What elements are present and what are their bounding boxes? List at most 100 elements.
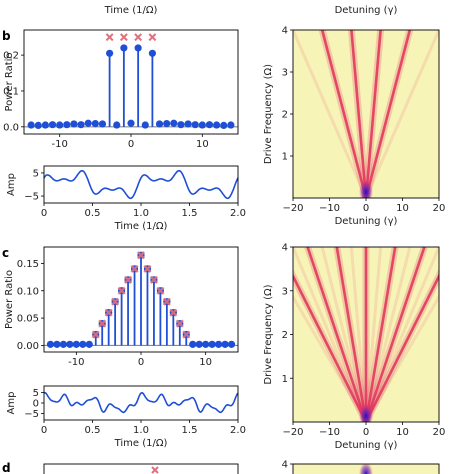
y-tick-label: 4 [282, 26, 288, 37]
heatmap-background [293, 30, 439, 198]
resonance-line [364, 30, 382, 198]
stem-marker [106, 49, 114, 57]
stem-marker [177, 121, 185, 129]
resonance-line [364, 247, 397, 422]
theory-marker [169, 308, 178, 317]
y-tick-label: 1 [282, 152, 288, 163]
resonance-line [293, 273, 368, 422]
stem-marker [127, 119, 135, 127]
heatmap-image [293, 247, 439, 422]
b-drive-chart: 0 0.5 1.0 1.5 2.0 5 −5 Time (1/Ω) Amp [6, 165, 246, 232]
stem-marker [66, 340, 74, 348]
theory-marker [143, 264, 152, 273]
theory-marker [104, 308, 113, 317]
x-tick-label: −10 [319, 203, 340, 214]
theory-marker [105, 33, 114, 42]
stem-marker [198, 121, 206, 129]
y-axis-label: Amp [6, 173, 17, 196]
stem-marker [120, 44, 128, 52]
y-tick-label: 2 [282, 110, 288, 121]
stem-marker [134, 44, 142, 52]
x-tick-label: 0 [138, 357, 144, 368]
stem-marker [189, 340, 197, 348]
x-axis-label: Time (1/Ω) [114, 438, 168, 449]
stem-marker [85, 340, 93, 348]
y-axis-label: Amp [6, 392, 17, 415]
x-tick-label: 1.0 [133, 425, 149, 436]
x-tick-label: 0 [363, 203, 369, 214]
stem-marker [48, 121, 57, 129]
stem-marker [70, 120, 78, 128]
stem-marker [56, 121, 64, 129]
y-tick-label: −5 [24, 192, 39, 203]
x-tick-label: 0 [363, 427, 369, 438]
stem-marker [191, 121, 199, 129]
stem-marker [184, 120, 192, 128]
y-tick-label: 0 [33, 399, 39, 410]
theory-marker [124, 275, 133, 284]
stem-marker [113, 121, 121, 129]
x-tick-label: 0 [41, 208, 47, 219]
stem-marker [63, 121, 71, 129]
stem-marker [53, 340, 61, 348]
resonance-line [364, 30, 412, 198]
x-tick-label: 10 [396, 427, 409, 438]
y-tick-label: 5 [33, 388, 39, 399]
faint-resonance-line [349, 247, 368, 422]
faint-resonance-line [320, 247, 368, 422]
x-axis-label: Detuning (γ) [335, 440, 398, 451]
x-tick-label: 1.5 [182, 208, 198, 219]
theory-marker [156, 286, 165, 295]
drive-waveform [43, 169, 239, 200]
stem-marker [46, 340, 55, 348]
y-tick-label: −5 [24, 409, 39, 420]
resonance-line [364, 273, 439, 422]
resonance-line [364, 247, 426, 422]
y-tick-label: 0.1 [3, 86, 19, 97]
stem-marker [84, 119, 92, 127]
theory-marker [119, 33, 128, 42]
stem-marker [72, 340, 80, 348]
stem-marker [170, 119, 178, 127]
heatmap-image [293, 30, 439, 198]
faint-resonance-line [364, 294, 439, 422]
resonance-line [306, 247, 368, 422]
y-tick-label: 2 [282, 330, 288, 341]
x-tick-label: −20 [282, 203, 303, 214]
y-axis-label: Power Ratio [4, 270, 15, 329]
theory-marker [162, 297, 171, 306]
y-axis-label: Drive Frequency (Ω) [263, 64, 274, 164]
b-heatmap-chart: −20 −10 0 10 20 1 2 3 4 Detuning (γ) Drive Frequen… [263, 26, 445, 228]
stem-marker [215, 340, 223, 348]
stem-marker [213, 121, 221, 129]
faint-resonance-line [364, 247, 439, 422]
theory-marker [136, 251, 146, 260]
y-tick-label: 3 [282, 68, 288, 79]
y-axis-label: Power Ratio [4, 52, 15, 111]
faint-resonance-line [364, 247, 412, 422]
theory-marker [111, 297, 120, 306]
y-tick-label: 0.0 [3, 122, 19, 133]
x-tick-label: 10 [199, 357, 212, 368]
y-tick-label: 0.05 [17, 314, 39, 325]
resonance-line [335, 247, 368, 422]
theory-marker [98, 319, 107, 328]
stem-marker [79, 340, 87, 348]
y-tick-label: 0.15 [17, 259, 39, 270]
x-tick-label: -10 [51, 139, 67, 150]
plot-frame [43, 165, 239, 204]
plot-frame [43, 463, 239, 474]
stem-marker [98, 120, 107, 128]
y-tick-label: 0.2 [3, 51, 19, 62]
x-tick-label: 20 [433, 203, 446, 214]
stem-marker [59, 340, 67, 348]
drive-waveform [43, 391, 239, 414]
x-tick-label: 2.0 [230, 425, 246, 436]
center-peak [359, 404, 373, 422]
stem-marker [208, 340, 216, 348]
y-tick-label: 5 [33, 168, 39, 179]
x-axis-label: Time (1/Ω) [114, 221, 168, 232]
stem-marker [141, 121, 149, 129]
